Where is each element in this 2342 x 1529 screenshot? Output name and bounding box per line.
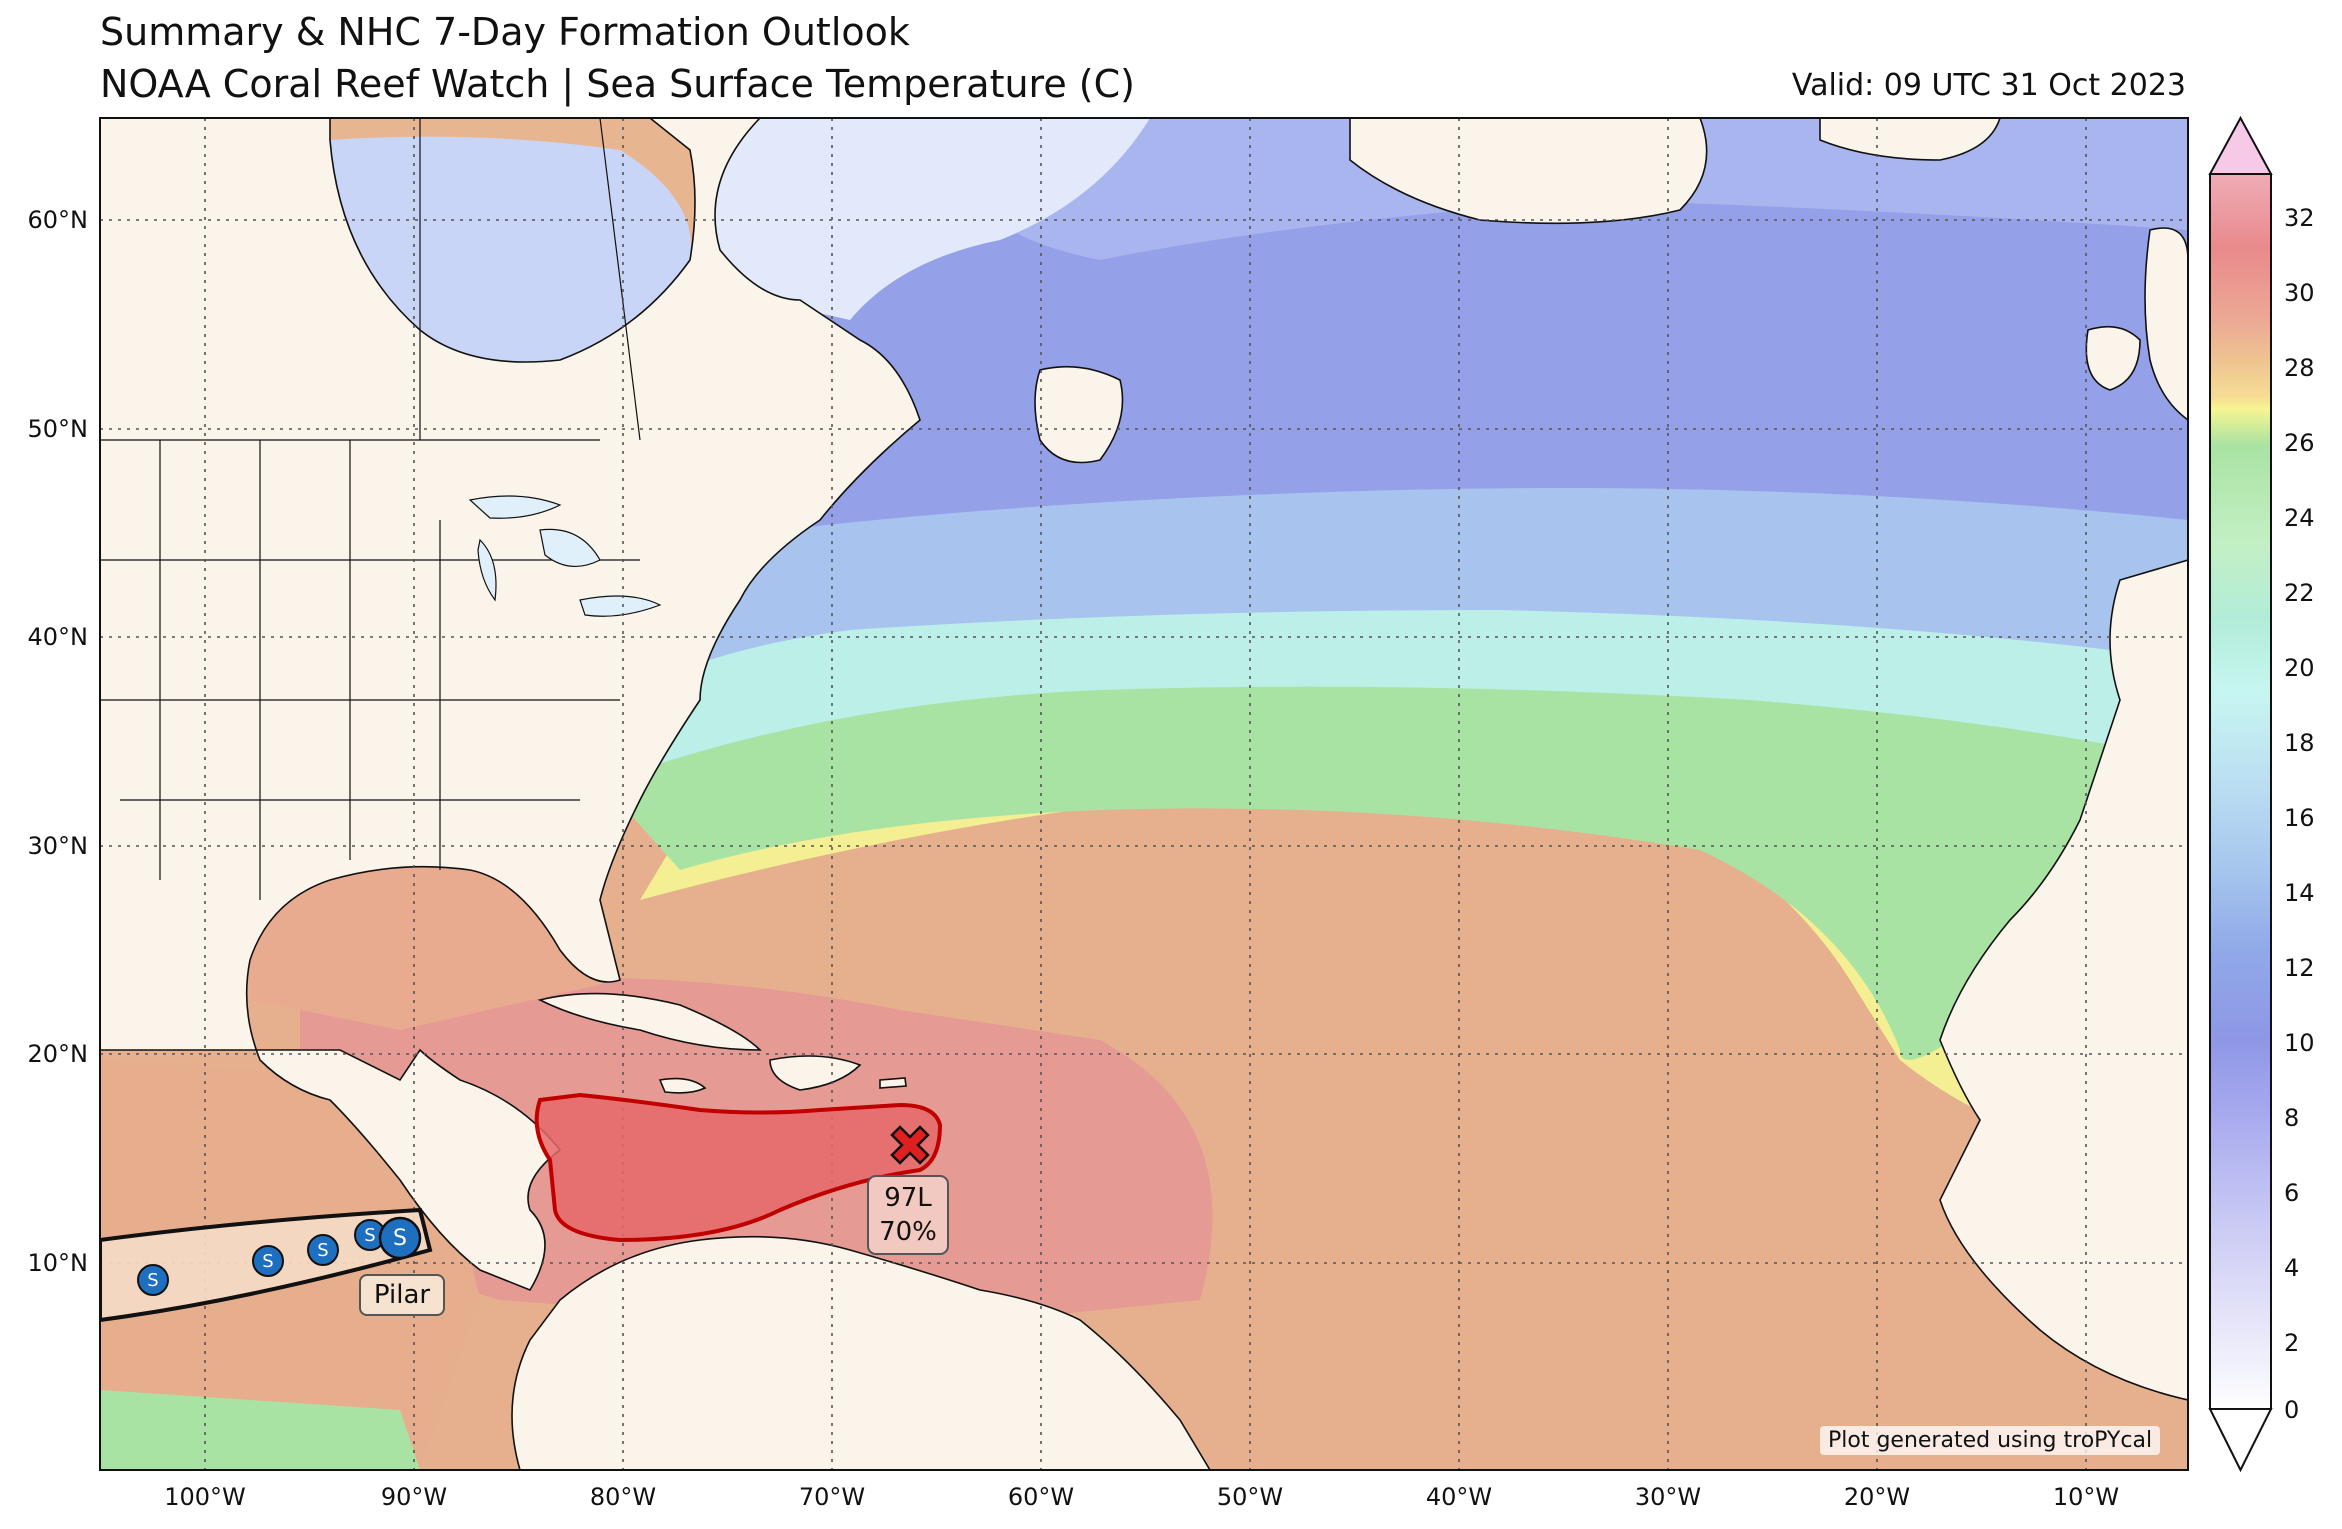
- map-title: Summary & NHC 7-Day Formation Outlook: [100, 10, 910, 54]
- outlook-label-box: 97L 70%: [867, 1175, 949, 1255]
- lon-tick-label: 20°W: [1844, 1483, 1910, 1511]
- lat-tick-label: 50°N: [28, 415, 89, 443]
- colorbar-tick: 16: [2284, 804, 2315, 832]
- storm-label-box: Pilar: [359, 1274, 445, 1316]
- svg-text:S: S: [364, 1225, 375, 1246]
- lat-tick-label: 10°N: [28, 1249, 89, 1277]
- colorbar-tick: 4: [2284, 1254, 2299, 1282]
- land-newfoundland: [1034, 365, 1124, 464]
- colorbar-tick: 24: [2284, 504, 2315, 532]
- outlook-label: 97L: [884, 1183, 932, 1213]
- storm-symbol-icon: S: [307, 1234, 339, 1266]
- lon-tick-label: 10°W: [2053, 1483, 2119, 1511]
- storm-symbol-icon: S: [252, 1245, 284, 1277]
- land-uk: [2144, 227, 2188, 421]
- lat-tick-label: 40°N: [28, 623, 89, 651]
- colorbar-tick: 2: [2284, 1329, 2299, 1357]
- land-jamaica: [658, 1077, 707, 1094]
- lat-tick-label: 60°N: [28, 206, 89, 234]
- colorbar-tick: 18: [2284, 729, 2315, 757]
- valid-time: Valid: 09 UTC 31 Oct 2023: [1791, 68, 2186, 103]
- lon-tick-label: 60°W: [1008, 1483, 1074, 1511]
- land-puerto-rico: [879, 1077, 907, 1089]
- sst-band-subtropical-green: [600, 630, 2120, 1060]
- map-subtitle: NOAA Coral Reef Watch | Sea Surface Temp…: [100, 62, 1135, 106]
- outlook-probability: 70%: [879, 1217, 937, 1247]
- colorbar-tick: 14: [2284, 879, 2315, 907]
- colorbar-tick: 32: [2284, 204, 2315, 232]
- storm-symbol-icon: S: [137, 1264, 169, 1296]
- plot-credit: Plot generated using troPYcal: [1820, 1426, 2161, 1455]
- colorbar-tick: 20: [2284, 654, 2315, 682]
- colorbar: 32 30 28 26 24 22 20 18 16 14 12 10 8 6 …: [2208, 115, 2315, 1473]
- disturbance-marker-icon: [890, 1125, 930, 1165]
- storm-symbol-icon: S: [378, 1216, 422, 1260]
- land-ireland: [2085, 325, 2141, 391]
- colorbar-tick: 28: [2284, 354, 2315, 382]
- land-hispaniola: [769, 1055, 862, 1091]
- map-frame: [99, 117, 2189, 1471]
- svg-text:S: S: [147, 1270, 158, 1291]
- land-north-america: [100, 118, 921, 1291]
- svg-text:S: S: [262, 1251, 273, 1272]
- colorbar-gradient: [2209, 173, 2272, 1410]
- colorbar-tick: 12: [2284, 954, 2315, 982]
- sst-band-mid-cyan: [560, 582, 2188, 770]
- lon-tick-label: 70°W: [799, 1483, 865, 1511]
- lat-tick-label: 20°N: [28, 1040, 89, 1068]
- lon-tick-label: 40°W: [1426, 1483, 1492, 1511]
- colorbar-tick: 6: [2284, 1179, 2299, 1207]
- lon-tick-label: 80°W: [590, 1483, 656, 1511]
- colorbar-tick: 8: [2284, 1104, 2299, 1132]
- sst-band-pacific-edge: [100, 1390, 420, 1470]
- colorbar-bottom-arrow: [2208, 1408, 2273, 1473]
- lon-tick-label: 30°W: [1635, 1483, 1701, 1511]
- colorbar-tick: 0: [2284, 1396, 2299, 1424]
- colorbar-tick: 10: [2284, 1029, 2315, 1057]
- lon-tick-label: 90°W: [381, 1483, 447, 1511]
- colorbar-top-arrow: [2208, 115, 2273, 175]
- land-iberia-africa: [1939, 559, 2188, 1401]
- outlook-area-97l: [534, 1092, 943, 1243]
- lon-tick-label: 100°W: [164, 1483, 246, 1511]
- colorbar-tick: 22: [2284, 579, 2315, 607]
- svg-text:S: S: [317, 1240, 328, 1261]
- storm-name: Pilar: [374, 1280, 430, 1310]
- colorbar-tick: 30: [2284, 279, 2315, 307]
- lon-tick-label: 50°W: [1217, 1483, 1283, 1511]
- sst-band-light-blue: [620, 477, 2188, 700]
- land-cuba: [537, 992, 762, 1051]
- lat-tick-label: 30°N: [28, 832, 89, 860]
- sst-band-labrador-pale: [700, 118, 1150, 320]
- colorbar-tick: 26: [2284, 429, 2315, 457]
- svg-text:S: S: [393, 1226, 407, 1251]
- land-iceland: [1819, 118, 2001, 161]
- graticule: [100, 118, 2188, 1470]
- land-greenland: [1349, 118, 1708, 225]
- storm-symbols: S S S S S: [137, 1216, 422, 1296]
